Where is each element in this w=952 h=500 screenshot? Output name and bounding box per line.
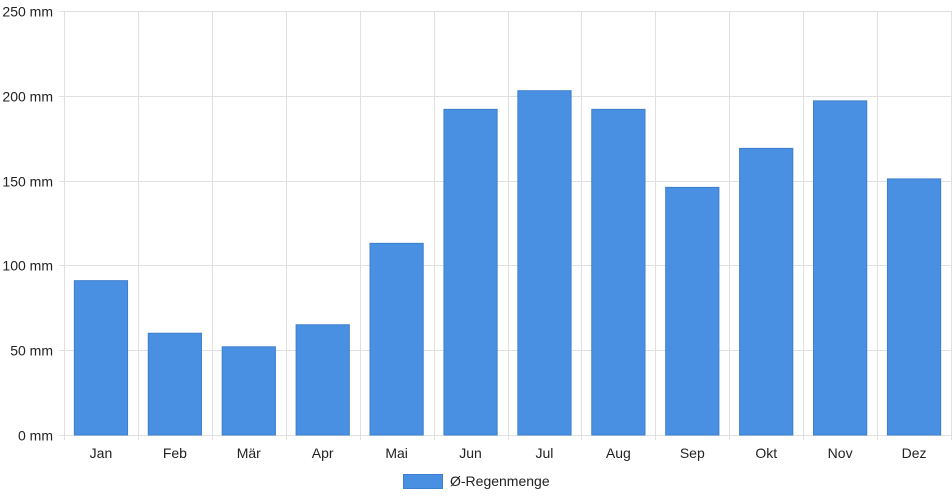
bar-jun[interactable] [443, 108, 498, 436]
bar-dez[interactable] [886, 178, 942, 436]
y-tick-label: 0 mm [18, 428, 53, 444]
bar-mai[interactable] [369, 242, 424, 436]
x-tick-label: Jun [459, 445, 482, 461]
legend[interactable]: Ø-Regenmenge [403, 474, 550, 489]
bar-nov[interactable] [813, 100, 868, 436]
x-tick-label: Jul [536, 445, 554, 461]
legend-swatch [403, 474, 443, 489]
legend-label: Ø-Regenmenge [450, 473, 550, 489]
x-tick-label: Apr [312, 445, 334, 461]
x-tick-label: Nov [828, 445, 853, 461]
x-tick-label: Sep [680, 445, 705, 461]
bar-feb[interactable] [147, 332, 202, 436]
bar-jul[interactable] [517, 90, 572, 436]
x-tick-label: Dez [902, 445, 927, 461]
bar-mär[interactable] [221, 346, 276, 436]
y-tick-label: 150 mm [2, 174, 53, 190]
y-tick-label: 50 mm [10, 343, 53, 359]
y-tick-label: 200 mm [2, 89, 53, 105]
y-axis-ticks: 0 mm 50 mm 100 mm 150 mm 200 mm 250 mm [2, 4, 53, 444]
bar-okt[interactable] [739, 147, 794, 436]
y-tick-label: 100 mm [2, 258, 53, 274]
bar-jan[interactable] [73, 280, 129, 436]
x-tick-label: Feb [163, 445, 187, 461]
x-axis-ticks: Jan Feb Mär Apr Mai Jun Jul Aug Sep Okt Nov Dez [90, 445, 927, 461]
x-tick-label: Okt [755, 445, 777, 461]
y-tick-label: 250 mm [2, 4, 53, 20]
bars [73, 90, 942, 436]
bar-aug[interactable] [591, 108, 646, 436]
x-tick-label: Jan [90, 445, 113, 461]
grid-lines [59, 11, 952, 440]
bar-sep[interactable] [665, 186, 720, 436]
x-tick-label: Mär [237, 445, 261, 461]
bar-apr[interactable] [295, 324, 350, 436]
x-tick-label: Mai [385, 445, 408, 461]
x-tick-label: Aug [606, 445, 631, 461]
